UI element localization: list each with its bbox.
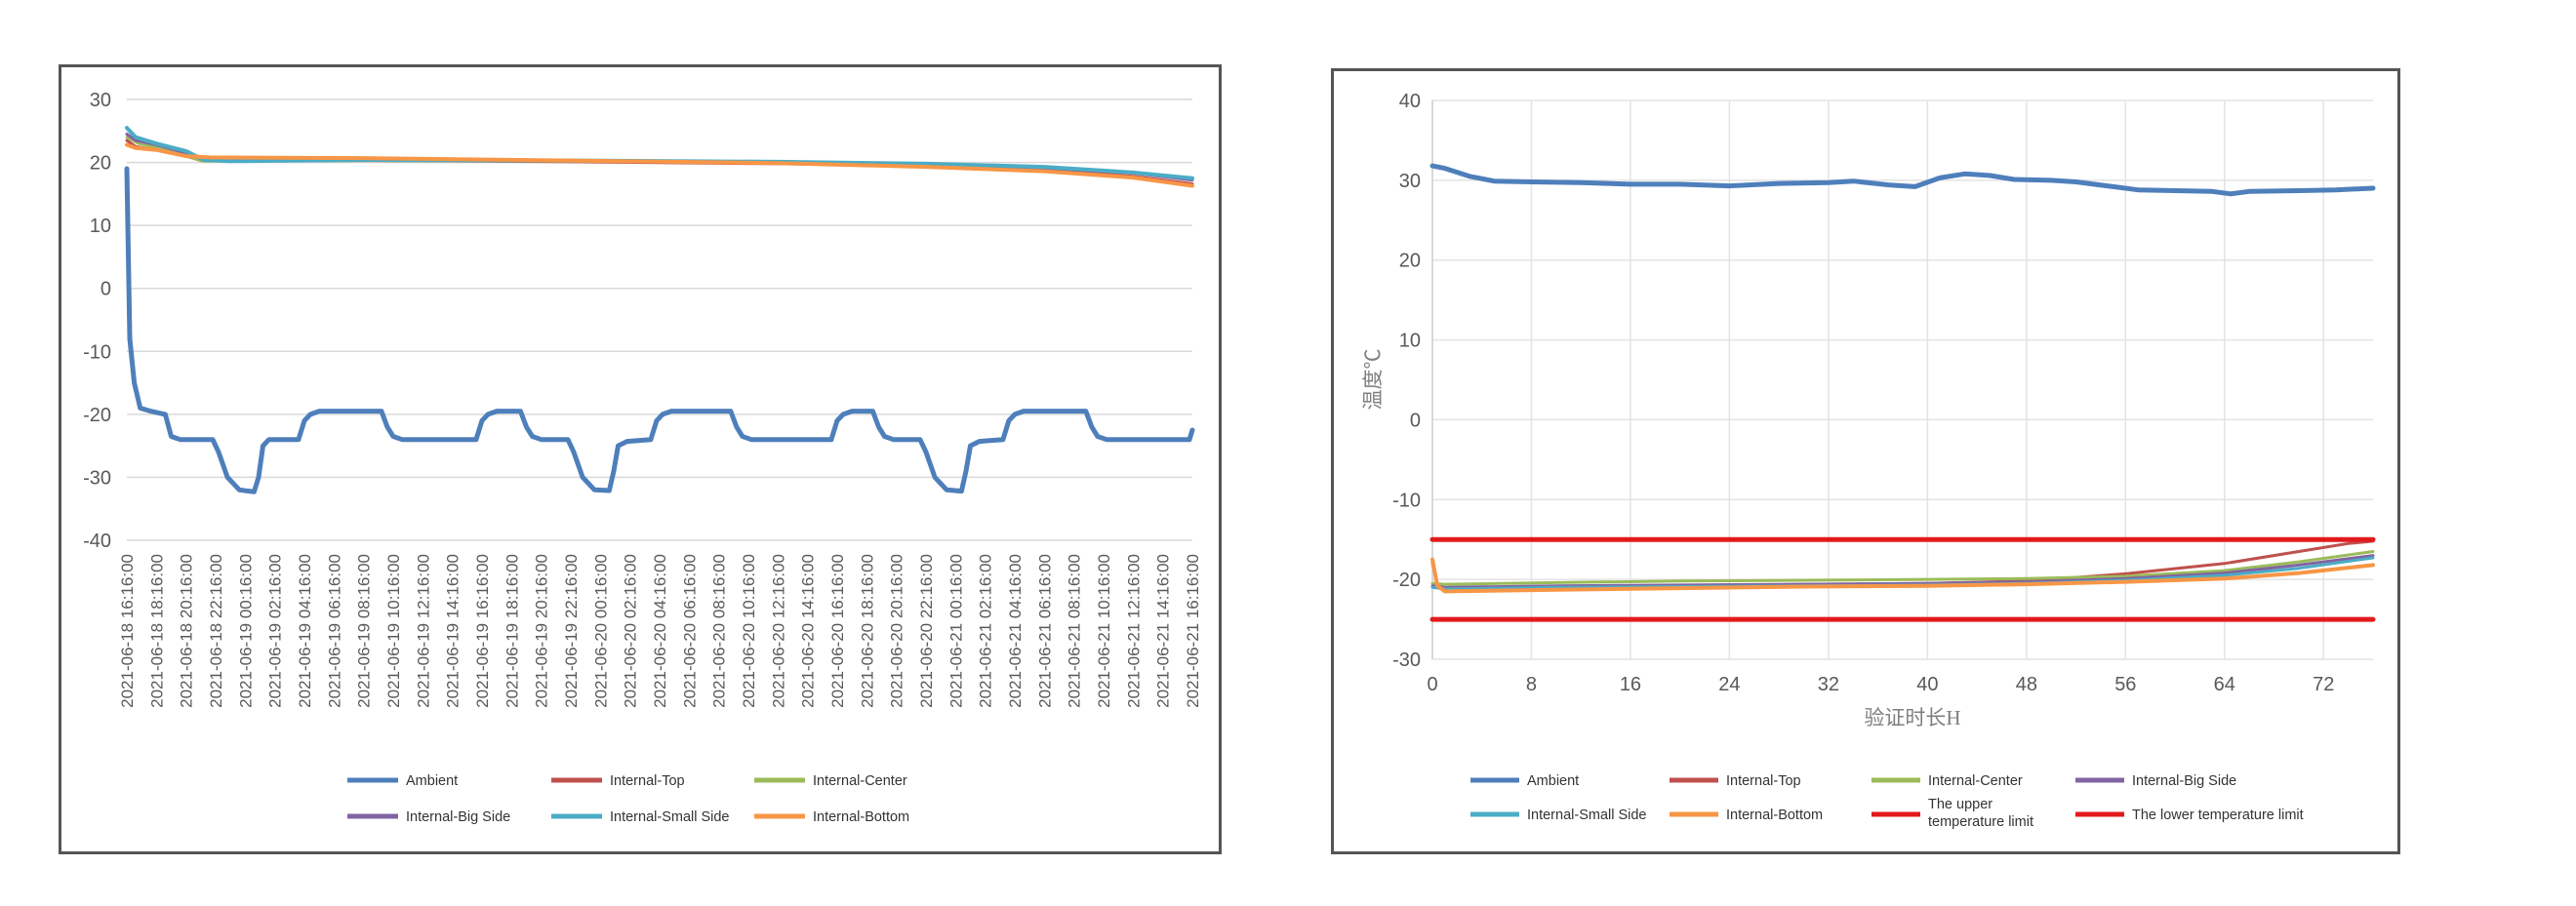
- x-tick-label: 2021-06-20 12:16:00: [769, 554, 787, 708]
- x-tick-label: 8: [1526, 674, 1537, 695]
- x-tick-label: 2021-06-19 12:16:00: [414, 554, 432, 708]
- y-tick-label: -20: [1392, 570, 1421, 591]
- legend-label-internal-big-side: Internal-Big Side: [406, 809, 510, 825]
- x-tick-label: 2021-06-20 18:16:00: [858, 554, 876, 708]
- x-tick-label: 2021-06-20 00:16:00: [591, 554, 610, 708]
- legend-label-internal-center: Internal-Center: [813, 773, 907, 789]
- x-tick-label: 2021-06-19 04:16:00: [296, 554, 314, 708]
- legend-label-the-lower-temperature-limit: The lower temperature limit: [2132, 808, 2304, 823]
- x-tick-label: 2021-06-20 10:16:00: [740, 554, 758, 708]
- x-tick-label: 32: [1818, 674, 1839, 695]
- y-tick-label: -40: [83, 531, 111, 552]
- x-tick-label: 2021-06-20 06:16:00: [680, 554, 699, 708]
- legend-label-the-upper-temperature-limit: The upper temperature limit: [1928, 797, 2033, 830]
- y-tick-label: -10: [1392, 490, 1421, 511]
- x-tick-label: 2021-06-20 16:16:00: [828, 554, 847, 708]
- x-tick-label: 2021-06-21 14:16:00: [1154, 554, 1173, 708]
- y-tick-label: 30: [90, 90, 111, 111]
- x-tick-label: 2021-06-19 06:16:00: [325, 554, 343, 708]
- x-tick-label: 2021-06-18 16:16:00: [118, 554, 137, 708]
- legend-label-internal-bottom: Internal-Bottom: [813, 809, 909, 825]
- x-tick-label: 24: [1718, 674, 1740, 695]
- x-tick-label: 2021-06-20 02:16:00: [622, 554, 640, 708]
- x-tick-label: 2021-06-19 16:16:00: [473, 554, 492, 708]
- y-tick-label: 20: [90, 153, 111, 175]
- y-tick-label: -30: [1392, 650, 1421, 671]
- legend-label-internal-top: Internal-Top: [610, 773, 685, 789]
- x-tick-label: 2021-06-21 12:16:00: [1124, 554, 1143, 708]
- x-tick-label: 2021-06-21 06:16:00: [1035, 554, 1054, 708]
- y-tick-label: -30: [83, 467, 111, 489]
- x-tick-label: 2021-06-20 08:16:00: [710, 554, 729, 708]
- y-tick-label: 0: [1410, 410, 1421, 431]
- y-tick-label: 10: [90, 216, 111, 237]
- x-tick-label: 40: [1916, 674, 1938, 695]
- x-tick-label: 2021-06-19 00:16:00: [236, 554, 255, 708]
- x-tick-label: 16: [1620, 674, 1641, 695]
- y-axis-title: 温度℃: [1361, 349, 1385, 411]
- x-tick-label: 2021-06-20 14:16:00: [799, 554, 818, 708]
- legend-label-ambient: Ambient: [406, 773, 458, 789]
- legend-label-internal-center: Internal-Center: [1928, 773, 2023, 789]
- x-tick-label: 2021-06-20 04:16:00: [651, 554, 669, 708]
- legend-label-internal-big-side: Internal-Big Side: [2132, 773, 2236, 789]
- left-chart-panel: [59, 64, 1222, 854]
- x-tick-label: 56: [2114, 674, 2136, 695]
- x-tick-label: 2021-06-21 08:16:00: [1066, 554, 1084, 708]
- x-tick-label: 2021-06-21 00:16:00: [946, 554, 965, 708]
- x-tick-label: 2021-06-21 16:16:00: [1184, 554, 1202, 708]
- x-axis-title: 验证时长H: [1864, 706, 1960, 729]
- x-tick-label: 2021-06-19 10:16:00: [384, 554, 403, 708]
- y-tick-label: 20: [1399, 251, 1421, 272]
- x-tick-label: 72: [2313, 674, 2334, 695]
- legend-label-internal-top: Internal-Top: [1726, 773, 1801, 789]
- x-tick-label: 2021-06-19 20:16:00: [533, 554, 551, 708]
- x-tick-label: 2021-06-18 22:16:00: [207, 554, 225, 708]
- x-tick-label: 2021-06-21 10:16:00: [1095, 554, 1113, 708]
- series-line-internal-big-side: [1430, 554, 2375, 589]
- x-tick-label: 2021-06-20 22:16:00: [917, 554, 936, 708]
- x-tick-label: 64: [2214, 674, 2235, 695]
- x-tick-label: 2021-06-19 18:16:00: [503, 554, 521, 708]
- y-tick-label: -20: [83, 405, 111, 426]
- y-tick-label: 0: [101, 279, 111, 300]
- y-tick-label: 10: [1399, 331, 1421, 352]
- series-line-ambient: [1429, 163, 2376, 197]
- series-line-ambient: [124, 166, 1195, 494]
- x-tick-label: 2021-06-21 04:16:00: [1006, 554, 1025, 708]
- x-tick-label: 2021-06-19 02:16:00: [266, 554, 285, 708]
- x-tick-label: 0: [1427, 674, 1437, 695]
- legend-label-internal-small-side: Internal-Small Side: [610, 809, 730, 825]
- x-tick-label: 2021-06-19 14:16:00: [444, 554, 463, 708]
- series-line-internal-bottom: [1430, 557, 2375, 594]
- legend-label-internal-bottom: Internal-Bottom: [1726, 808, 1823, 823]
- legend-label-internal-small-side: Internal-Small Side: [1527, 808, 1647, 823]
- series-line-internal-bottom: [125, 142, 1194, 188]
- series-line-internal-center: [1430, 550, 2375, 586]
- x-tick-label: 2021-06-20 20:16:00: [888, 554, 906, 708]
- x-tick-label: 2021-06-19 08:16:00: [355, 554, 374, 708]
- y-tick-label: 40: [1399, 91, 1421, 112]
- x-tick-label: 2021-06-21 02:16:00: [977, 554, 995, 708]
- right-chart-panel: [1331, 68, 2400, 854]
- legend-label-ambient: Ambient: [1527, 773, 1579, 789]
- y-tick-label: -10: [83, 341, 111, 363]
- x-tick-label: 48: [2016, 674, 2037, 695]
- x-tick-label: 2021-06-18 18:16:00: [147, 554, 166, 708]
- y-tick-label: 30: [1399, 171, 1421, 192]
- x-tick-label: 2021-06-19 22:16:00: [562, 554, 581, 708]
- x-tick-label: 2021-06-18 20:16:00: [178, 554, 196, 708]
